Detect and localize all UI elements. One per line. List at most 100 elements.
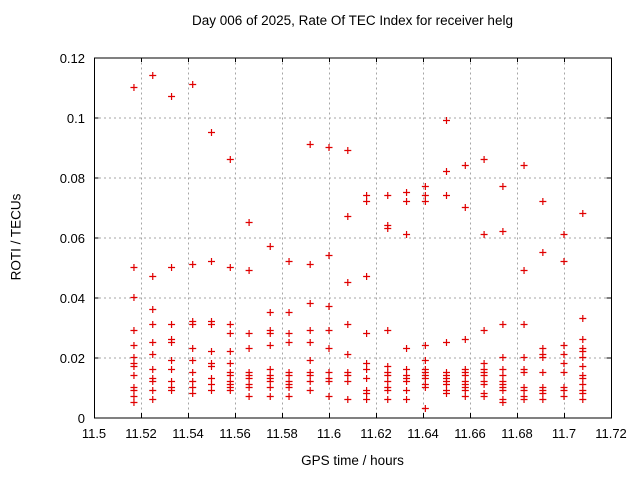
data-point-marker [168, 378, 176, 385]
data-point-marker [189, 369, 197, 376]
data-point-marker [168, 357, 176, 364]
data-point-marker [421, 183, 429, 190]
data-point-marker [560, 369, 568, 376]
data-point-marker [579, 315, 587, 322]
y-tick-label: 0.12 [59, 50, 85, 66]
x-tick-label: 11.64 [407, 426, 439, 441]
data-point-marker [149, 306, 157, 313]
data-point-marker [363, 360, 371, 367]
data-point-marker [245, 219, 253, 226]
data-point-marker [208, 375, 215, 382]
data-point-marker [421, 192, 429, 199]
data-point-marker [168, 366, 176, 373]
data-point-marker [189, 390, 197, 397]
data-point-marker [403, 396, 411, 403]
data-point-marker [443, 339, 450, 346]
data-point-marker [149, 273, 157, 280]
data-points [130, 72, 587, 412]
data-point-marker [130, 327, 138, 334]
data-point-marker [266, 342, 274, 349]
data-point-marker [539, 345, 547, 352]
y-axis-label: ROTI / TECUs [8, 193, 24, 281]
data-point-marker [285, 258, 293, 265]
data-point-marker [421, 375, 429, 382]
data-point-marker [443, 168, 450, 175]
y-tick-label: 0.02 [59, 350, 85, 366]
data-point-marker [520, 267, 528, 274]
data-point-marker [168, 93, 176, 100]
data-point-marker [245, 393, 253, 400]
data-point-marker [421, 384, 429, 391]
data-point-marker [226, 360, 234, 367]
data-point-marker [226, 387, 234, 394]
data-point-marker [539, 369, 547, 376]
data-point-marker [384, 387, 392, 394]
data-point-marker [226, 156, 234, 163]
data-point-marker [560, 231, 568, 238]
data-point-marker [208, 387, 215, 394]
data-point-marker [245, 267, 253, 274]
data-point-marker [520, 354, 528, 361]
data-point-marker [384, 372, 392, 379]
data-point-marker [560, 360, 568, 367]
data-point-marker [560, 387, 568, 394]
data-point-marker [560, 342, 568, 349]
data-point-marker [499, 399, 507, 406]
data-point-marker [363, 192, 371, 199]
data-point-marker [208, 129, 215, 136]
data-point-marker [306, 357, 314, 364]
data-point-marker [189, 357, 197, 364]
data-point-marker [560, 351, 568, 358]
data-point-marker [325, 327, 333, 334]
data-point-marker [285, 309, 293, 316]
x-tick-label: 11.54 [172, 426, 204, 441]
data-point-marker [130, 294, 138, 301]
data-point-marker [149, 396, 157, 403]
data-point-marker [363, 198, 371, 205]
data-point-marker [325, 345, 333, 352]
data-point-marker [266, 384, 274, 391]
data-point-marker [520, 369, 528, 376]
data-point-marker [344, 147, 352, 154]
data-point-marker [130, 399, 138, 406]
data-point-marker [306, 372, 314, 379]
data-point-marker [130, 387, 138, 394]
data-point-marker [285, 384, 293, 391]
data-point-marker [168, 339, 176, 346]
x-tick-label: 11.5 [81, 426, 107, 441]
data-point-marker [130, 372, 138, 379]
data-point-marker [363, 330, 371, 337]
data-point-marker [480, 372, 488, 379]
data-point-marker [306, 261, 314, 268]
data-point-marker [306, 339, 314, 346]
data-point-marker [579, 336, 587, 343]
data-point-marker [443, 117, 450, 124]
data-point-marker [344, 351, 352, 358]
data-point-marker [421, 405, 429, 412]
data-point-marker [363, 396, 371, 403]
data-point-marker [443, 381, 450, 388]
data-point-marker [168, 321, 176, 328]
data-point-marker [461, 336, 469, 343]
data-point-marker [363, 273, 371, 280]
data-point-marker [189, 384, 197, 391]
data-point-marker [226, 264, 234, 271]
data-point-marker [421, 357, 429, 364]
data-point-marker [130, 393, 138, 400]
data-point-marker [130, 264, 138, 271]
data-point-marker [325, 378, 333, 385]
data-point-marker [443, 192, 450, 199]
data-point-marker [306, 141, 314, 148]
data-point-marker [266, 378, 274, 385]
data-point-marker [480, 360, 488, 367]
data-point-marker [579, 348, 587, 355]
data-point-marker [325, 252, 333, 259]
data-point-marker [226, 330, 234, 337]
data-point-marker [403, 366, 411, 373]
data-point-marker [384, 378, 392, 385]
data-point-marker [461, 393, 469, 400]
data-point-marker [325, 369, 333, 376]
data-point-marker [168, 387, 176, 394]
data-point-marker [344, 213, 352, 220]
data-point-marker [149, 351, 157, 358]
